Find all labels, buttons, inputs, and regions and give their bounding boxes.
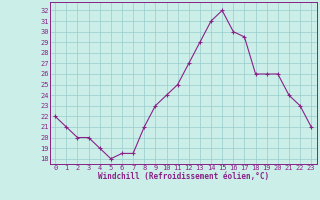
X-axis label: Windchill (Refroidissement éolien,°C): Windchill (Refroidissement éolien,°C)	[98, 172, 269, 181]
